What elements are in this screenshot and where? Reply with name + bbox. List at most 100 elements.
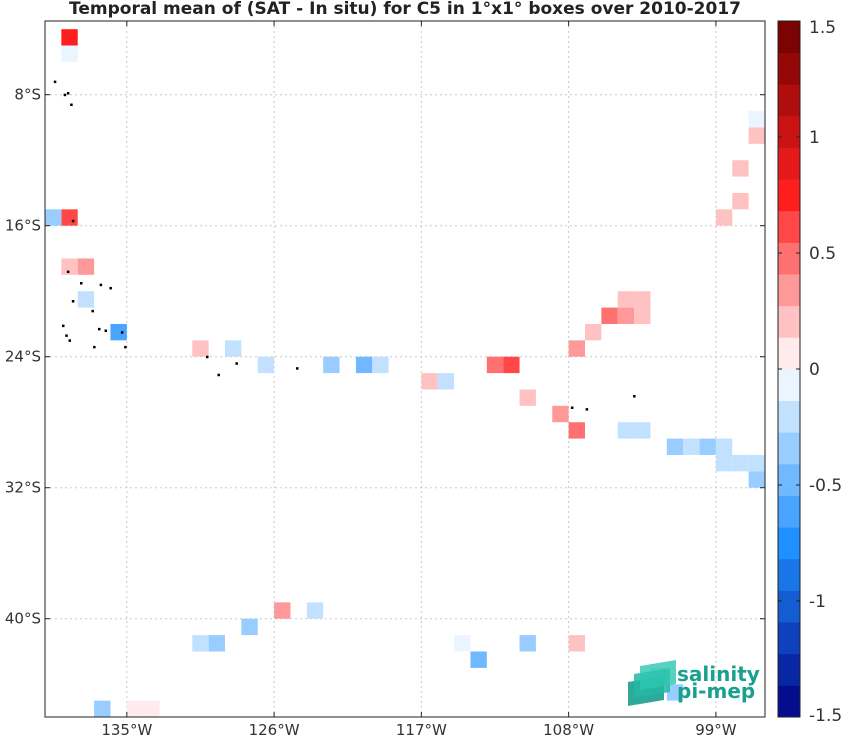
y-tick-label: 24°S xyxy=(5,348,41,366)
heatmap-cell xyxy=(208,635,225,652)
heatmap-cell xyxy=(355,356,373,374)
colorbar-tick-label: 1.5 xyxy=(809,18,836,38)
heatmap-cell xyxy=(634,291,651,308)
island xyxy=(66,92,70,95)
heatmap-cell xyxy=(77,291,95,308)
heatmap-cell xyxy=(683,438,700,455)
heatmap-cell xyxy=(732,454,749,472)
y-tick-label: 32°S xyxy=(5,479,41,497)
colorbar-bin xyxy=(778,242,800,275)
island xyxy=(570,406,574,409)
island xyxy=(104,329,108,333)
heatmap-cell xyxy=(257,356,275,374)
x-tick-label: 99°W xyxy=(695,721,737,739)
heatmap-cell xyxy=(634,307,651,324)
y-tick-label: 8°S xyxy=(14,86,41,104)
heatmap-cell xyxy=(748,127,765,144)
heatmap-cell xyxy=(601,307,618,324)
heatmap-cell xyxy=(748,111,765,128)
colorbar-bin xyxy=(778,527,800,560)
colorbar-bin xyxy=(778,147,800,180)
heatmap-cell xyxy=(486,356,504,374)
heatmap-cells xyxy=(45,29,765,717)
colorbar-bin xyxy=(778,590,800,623)
colorbar-bin xyxy=(778,274,800,307)
heatmap-cell xyxy=(617,422,635,439)
y-tick-label: 16°S xyxy=(5,217,41,235)
heatmap-cell xyxy=(666,438,684,455)
heatmap-cell xyxy=(192,340,209,357)
colorbar-bin xyxy=(778,432,800,465)
colorbar-bin xyxy=(778,179,800,212)
colorbar-tick-label: -1 xyxy=(809,592,826,612)
island xyxy=(99,283,103,287)
heatmap-cell xyxy=(421,373,438,390)
heatmap-cell xyxy=(61,45,78,62)
heatmap-cell xyxy=(634,422,651,439)
colorbar-tick-label: 0.5 xyxy=(809,244,836,264)
colorbar-bin xyxy=(778,210,800,243)
colorbar-bin xyxy=(778,305,800,338)
island xyxy=(296,367,299,370)
heatmap-cell xyxy=(732,160,749,177)
heatmap-cell xyxy=(192,635,209,652)
island xyxy=(68,339,72,342)
island xyxy=(120,331,124,334)
heatmap-cell xyxy=(699,438,716,455)
colorbar-bin xyxy=(778,52,800,85)
island xyxy=(71,219,75,223)
heatmap-cell xyxy=(61,209,78,226)
island xyxy=(124,345,127,349)
heatmap-cell xyxy=(585,323,602,341)
island xyxy=(98,327,101,331)
heatmap-cell xyxy=(45,209,62,226)
heatmap-cell xyxy=(110,323,127,341)
island xyxy=(53,80,57,84)
logo-line2: pi-mep xyxy=(677,679,755,703)
island xyxy=(71,300,75,303)
x-tick-label: 126°W xyxy=(249,721,300,739)
logo-icon xyxy=(628,660,676,706)
colorbar-tick-label: 1 xyxy=(809,128,820,148)
heatmap-cell xyxy=(617,291,635,308)
heatmap-cell xyxy=(666,684,684,701)
heatmap-cell xyxy=(715,209,733,226)
island xyxy=(91,309,94,313)
islands xyxy=(53,80,636,411)
island xyxy=(633,395,636,398)
heatmap-cell xyxy=(568,635,585,652)
heatmap-cell xyxy=(274,602,291,619)
colorbar-bin xyxy=(778,463,800,496)
colorbar-bin xyxy=(778,115,800,148)
heatmap-cell xyxy=(748,454,765,472)
island xyxy=(206,355,209,359)
heatmap-cell xyxy=(617,307,635,324)
colorbar-bin xyxy=(778,653,800,686)
heatmap-cell xyxy=(454,635,471,652)
heatmap-cell xyxy=(143,700,160,717)
colorbar: 1.5 1 0.5 0 -0.5 -1 -1.5 xyxy=(777,18,842,726)
island xyxy=(70,103,73,107)
x-axis: 135°W 126°W 117°W 108°W 99°W xyxy=(101,21,737,739)
heatmap-cell xyxy=(437,373,455,390)
heatmap-cell xyxy=(715,454,733,472)
island xyxy=(62,324,65,328)
heatmap-cell xyxy=(748,471,765,488)
logo-line1: salinity xyxy=(677,662,760,686)
island xyxy=(80,282,83,285)
x-tick-label: 108°W xyxy=(543,721,594,739)
y-axis: 8°S 16°S 24°S 32°S 40°S xyxy=(5,86,765,628)
plot-background xyxy=(45,21,765,717)
x-tick-label: 135°W xyxy=(101,721,152,739)
plot-area xyxy=(45,21,765,717)
chart-title: Temporal mean of (SAT - In situ) for C5 … xyxy=(69,0,741,19)
colorbar-bin xyxy=(778,558,800,591)
island xyxy=(109,286,112,290)
heatmap-cell xyxy=(732,192,749,210)
heatmap-cell xyxy=(323,356,340,374)
y-tick-label: 40°S xyxy=(5,610,41,628)
heatmap-cell xyxy=(568,422,585,439)
colorbar-tick-label: -0.5 xyxy=(809,476,842,496)
colorbar-bin xyxy=(778,337,800,370)
colorbar-bin xyxy=(778,622,800,655)
